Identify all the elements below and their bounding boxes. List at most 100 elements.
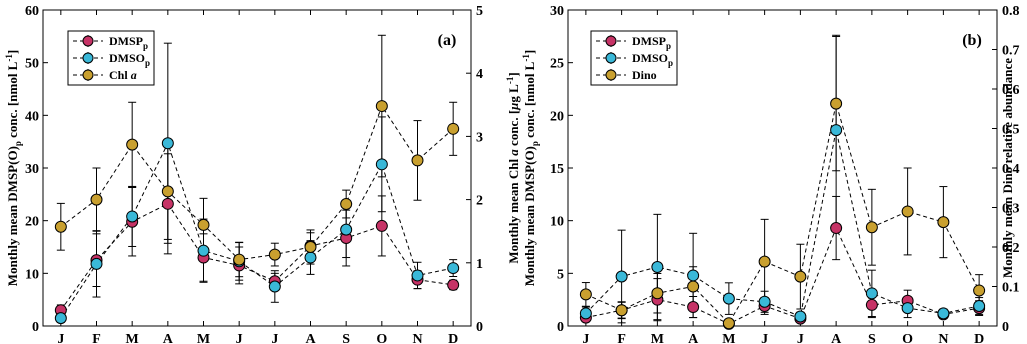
y-right-axis-label: Monthly mean Dino relative abundance [1000, 58, 1015, 278]
y-right-tick-label: 0.5 [1002, 123, 1020, 138]
x-tick-label: D [974, 332, 984, 344]
data-point [126, 210, 139, 223]
data-point [375, 219, 388, 232]
data-point [758, 295, 771, 308]
data-point [865, 287, 878, 300]
data-point [54, 220, 67, 233]
x-tick-label: M [651, 332, 664, 344]
x-tick-label: J [57, 332, 64, 344]
y-right-tick-label: 0.4 [1002, 162, 1020, 177]
y-right-tick-label: 0.7 [1002, 44, 1020, 59]
x-tick-label: A [831, 332, 842, 344]
data-point [447, 122, 460, 135]
legend-marker [82, 69, 94, 81]
data-point [722, 317, 735, 330]
x-tick-label: A [163, 332, 174, 344]
x-tick-label: J [271, 332, 278, 344]
y-right-tick-label: 0.8 [1002, 4, 1020, 19]
data-point [865, 221, 878, 234]
y-right-tick-label: 0 [476, 320, 483, 335]
x-tick-label: J [582, 332, 589, 344]
series-line [585, 226, 980, 325]
y-axis-label: Monthly mean DMSP(O)p conc. [nmol L-1] [521, 50, 540, 286]
series-line [60, 141, 454, 319]
data-point [90, 257, 103, 270]
y-right-axis-label: Monthly mean Chl a conc. [μg L-1] [505, 72, 521, 263]
legend-box [67, 30, 155, 86]
legend-label: DMSPp [109, 34, 148, 51]
x-tick-label: N [412, 332, 422, 344]
data-point [722, 292, 735, 305]
y-right-tick-label: 0.6 [1002, 83, 1020, 98]
data-point [830, 97, 843, 110]
x-tick-label: J [236, 332, 243, 344]
y-tick-label: 10 [550, 215, 564, 230]
data-point [268, 248, 281, 261]
y-tick-label: 10 [25, 267, 39, 282]
x-tick-label: D [448, 332, 458, 344]
x-tick-label: M [197, 332, 210, 344]
data-point [233, 253, 246, 266]
y-right-tick-label: 4 [476, 67, 483, 82]
data-point [937, 216, 950, 229]
series-line [60, 104, 454, 261]
panel-label: (a) [438, 32, 457, 49]
y-tick-label: 20 [25, 215, 39, 230]
data-point [54, 312, 67, 325]
data-point [794, 270, 807, 283]
data-point [865, 298, 878, 311]
data-point [447, 278, 460, 291]
y-tick-label: 40 [25, 109, 39, 124]
data-point [615, 270, 628, 283]
legend-marker [82, 52, 94, 64]
data-point [794, 310, 807, 323]
legend-marker [605, 69, 617, 81]
y-tick-label: 5 [557, 267, 564, 282]
series-line [585, 103, 980, 325]
y-axis-label: Monthly mean DMSP(O)p conc. [nmol L-1] [4, 50, 23, 286]
y-tick-label: 30 [550, 4, 564, 19]
legend-marker [605, 52, 617, 64]
data-point [901, 205, 914, 218]
data-point [197, 218, 210, 231]
data-point [340, 223, 353, 236]
x-tick-label: J [797, 332, 804, 344]
data-point [973, 299, 986, 312]
data-point [579, 288, 592, 301]
data-point [447, 262, 460, 275]
data-point [687, 280, 700, 293]
y-tick-label: 50 [25, 57, 39, 72]
data-point [830, 222, 843, 235]
legend-marker [605, 35, 617, 47]
x-tick-label: F [617, 332, 626, 344]
y-tick-label: 15 [550, 162, 564, 177]
x-tick-label: S [342, 332, 350, 344]
x-tick-label: J [761, 332, 768, 344]
y-right-tick-label: 0 [1002, 320, 1009, 335]
y-tick-label: 30 [25, 162, 39, 177]
y-right-tick-label: 0.1 [1002, 281, 1020, 296]
y-tick-label: 20 [550, 109, 564, 124]
data-point [901, 302, 914, 315]
data-point [304, 251, 317, 264]
series-line [60, 203, 454, 311]
data-point [651, 287, 664, 300]
data-point [375, 100, 388, 113]
data-point [161, 197, 174, 210]
y-tick-label: 25 [550, 57, 564, 72]
data-point [937, 307, 950, 320]
data-point [304, 241, 317, 253]
x-tick-label: S [868, 332, 876, 344]
data-point [340, 198, 353, 211]
y-right-tick-label: 5 [476, 4, 483, 19]
y-tick-label: 0 [557, 320, 564, 335]
panel-label: (b) [962, 32, 982, 49]
x-tick-label: M [722, 332, 735, 344]
data-point [375, 158, 388, 171]
data-point [268, 280, 281, 293]
x-tick-label: A [305, 332, 316, 344]
legend-label: Dino [632, 68, 657, 82]
y-right-tick-label: 2 [476, 194, 483, 209]
